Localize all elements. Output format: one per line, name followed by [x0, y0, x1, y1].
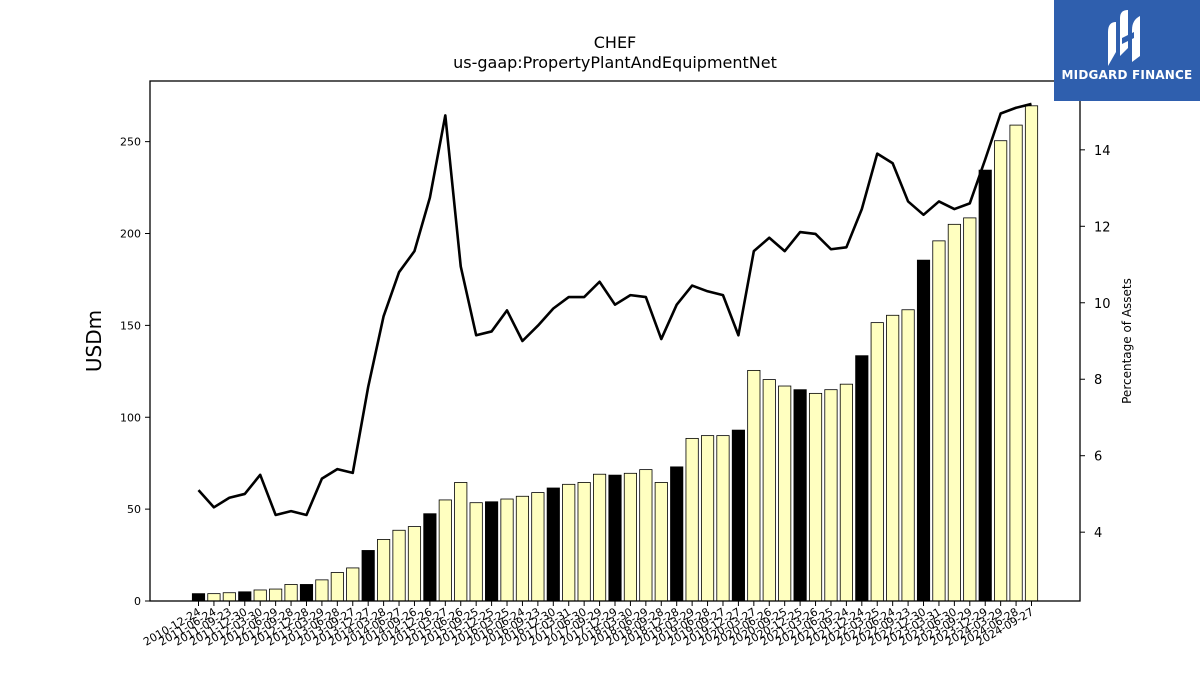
bar	[207, 593, 221, 602]
bar	[916, 259, 931, 602]
bar	[191, 593, 206, 602]
logo-text: MIDGARD FINANCE	[1061, 68, 1193, 82]
y-tick-label: 250	[120, 136, 141, 149]
bar	[963, 217, 977, 602]
y-axis-right: 4 6 8 10 12 14	[1080, 144, 1111, 541]
bar	[392, 529, 406, 602]
bar	[700, 435, 715, 602]
bar	[562, 483, 576, 602]
bar	[886, 314, 900, 602]
bar	[515, 495, 530, 602]
bar	[808, 392, 823, 602]
bar	[747, 369, 761, 602]
bar	[978, 169, 992, 602]
bar	[901, 309, 915, 602]
y-axis-label: USDm	[82, 310, 106, 372]
bar	[330, 572, 344, 602]
y-tick-label: 50	[127, 503, 141, 516]
logo-mark-icon	[1108, 10, 1140, 66]
percentage-line	[197, 102, 1032, 517]
bar	[839, 383, 853, 602]
bar	[284, 584, 298, 602]
y-tick-label: 150	[120, 319, 141, 332]
bar	[500, 498, 514, 602]
bar	[315, 579, 329, 602]
bar	[608, 474, 622, 602]
bar	[377, 539, 391, 602]
bar	[793, 389, 807, 602]
bar	[222, 592, 236, 602]
bar	[577, 482, 591, 602]
bar	[855, 355, 869, 602]
y2-tick-label: 8	[1094, 373, 1102, 388]
y2-tick-label: 6	[1094, 450, 1102, 465]
y2-axis-label: Percentage of Assets	[1120, 278, 1134, 404]
y-axis-left: 0 50 100 150 200 250	[120, 136, 150, 608]
bar	[269, 588, 283, 602]
bar	[1024, 105, 1039, 602]
bar	[299, 584, 314, 602]
bar	[824, 389, 838, 602]
bar	[531, 492, 545, 602]
bar-group	[191, 105, 1039, 602]
bar	[346, 567, 360, 602]
bar	[593, 473, 607, 602]
bar	[762, 379, 776, 602]
bar	[423, 513, 437, 602]
bar	[469, 502, 483, 602]
bar	[253, 589, 267, 602]
bar	[485, 501, 499, 602]
bar	[670, 466, 684, 602]
y2-tick-label: 10	[1094, 297, 1111, 312]
brand-logo: MIDGARD FINANCE	[1054, 0, 1200, 101]
y-tick-label: 200	[120, 228, 141, 241]
chart-title: CHEF	[594, 33, 637, 52]
bar	[238, 591, 252, 602]
x-axis: 2010-12-242011-06-242011-09-232011-12-30…	[141, 601, 1036, 649]
line-group	[197, 102, 1032, 517]
bar	[778, 385, 792, 602]
bar	[870, 322, 884, 602]
bar	[731, 429, 745, 602]
bar	[438, 499, 452, 602]
bar	[361, 550, 375, 602]
bar	[932, 240, 946, 602]
bar	[994, 140, 1008, 602]
y2-tick-label: 4	[1094, 526, 1102, 541]
chart-subtitle: us-gaap:PropertyPlantAndEquipmentNet	[453, 53, 777, 72]
bar	[407, 526, 422, 602]
bar	[654, 482, 668, 602]
bar	[639, 469, 653, 602]
y2-tick-label: 14	[1094, 144, 1111, 159]
y-tick-label: 100	[120, 411, 141, 424]
bar	[546, 487, 560, 602]
bar	[685, 437, 699, 602]
bar	[454, 482, 468, 602]
bar	[623, 472, 638, 602]
y-tick-label: 0	[134, 595, 141, 608]
bar	[716, 435, 730, 602]
bar	[1009, 124, 1023, 602]
bar	[947, 223, 961, 602]
y2-tick-label: 12	[1094, 220, 1111, 235]
